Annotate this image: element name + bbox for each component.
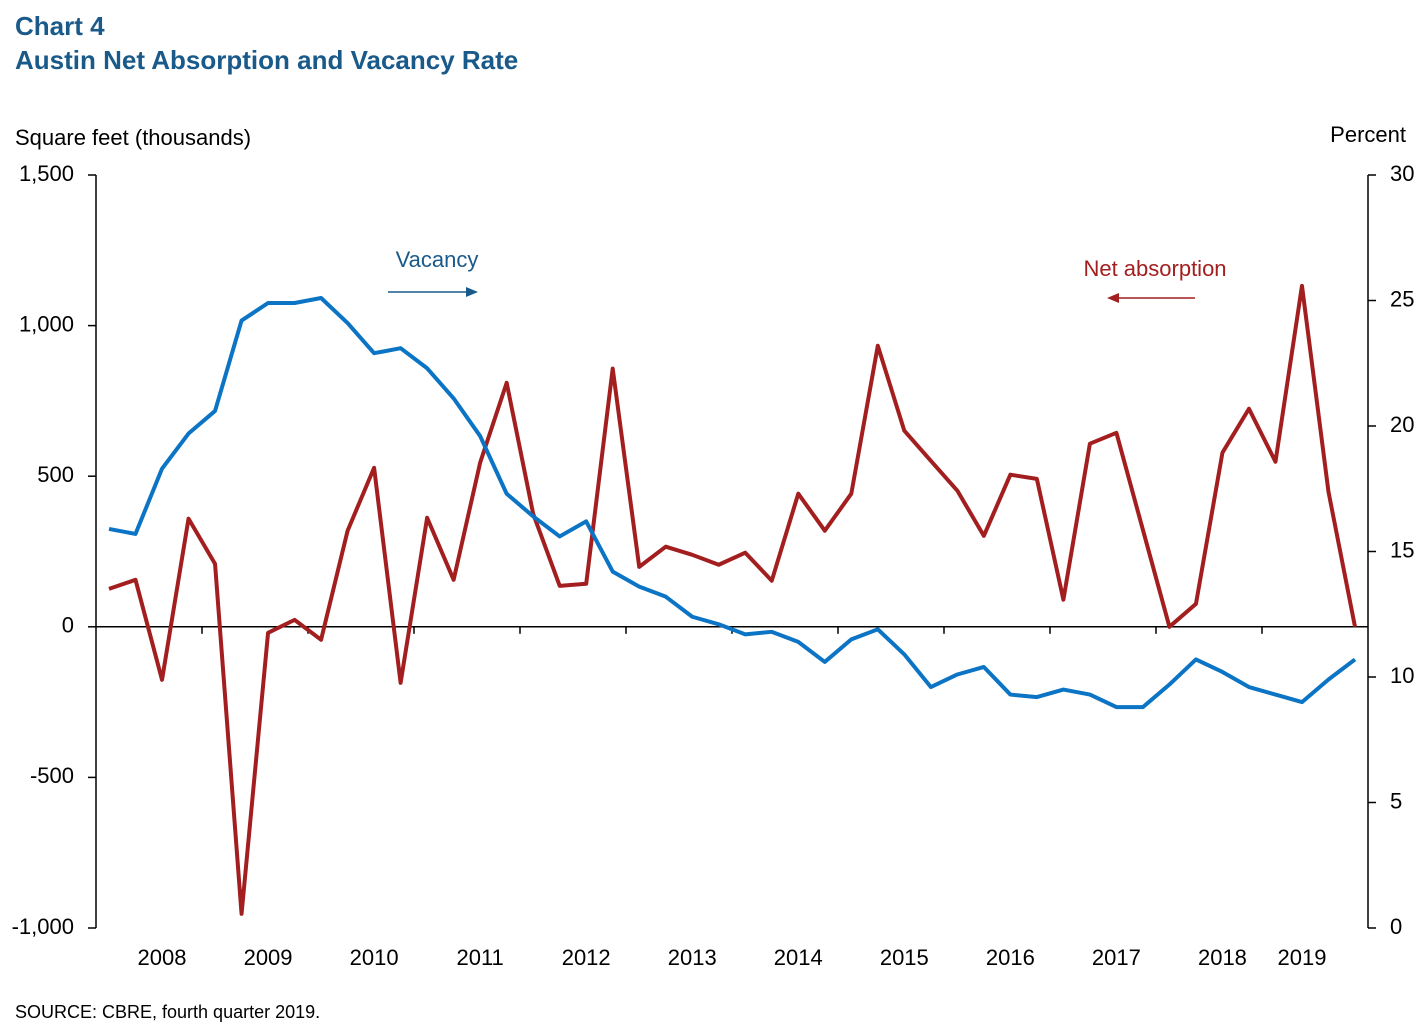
x-tick-label: 2015 — [880, 945, 929, 970]
y2-axis-label: Percent — [1330, 122, 1406, 147]
y-tick-label: -1,000 — [12, 914, 74, 939]
y-tick-label: -500 — [30, 763, 74, 788]
annotation-arrowhead — [1107, 293, 1119, 303]
x-tick-label: 2019 — [1278, 945, 1327, 970]
y-axis-label: Square feet (thousands) — [15, 125, 251, 150]
annotation: Vacancy — [396, 247, 479, 272]
source-note: SOURCE: CBRE, fourth quarter 2019. — [15, 1002, 320, 1022]
series-line — [108, 295, 1357, 710]
x-tick-label: 2008 — [138, 945, 187, 970]
y2-tick-label: 0 — [1390, 914, 1402, 939]
y-tick-label: 1,000 — [19, 311, 74, 336]
y-tick-label: 0 — [62, 613, 74, 638]
chart-title: Chart 4 — [15, 11, 105, 41]
y2-tick-label: 5 — [1390, 788, 1402, 813]
y2-tick-label: 15 — [1390, 537, 1414, 562]
x-tick-label: 2011 — [456, 945, 503, 970]
x-tick-label: 2016 — [986, 945, 1035, 970]
x-tick-label: 2014 — [774, 945, 823, 970]
y2-tick-label: 20 — [1390, 412, 1414, 437]
y2-tick-label: 10 — [1390, 663, 1414, 688]
x-tick-label: 2017 — [1092, 945, 1141, 970]
annotation-arrowhead — [466, 287, 478, 297]
series-line — [108, 283, 1357, 916]
x-tick-label: 2018 — [1198, 945, 1247, 970]
x-tick-label: 2010 — [350, 945, 399, 970]
x-tick-label: 2012 — [562, 945, 611, 970]
y-tick-label: 1,500 — [19, 161, 74, 186]
y-tick-label: 500 — [37, 462, 74, 487]
annotation: Net absorption — [1083, 256, 1226, 281]
y2-tick-label: 25 — [1390, 286, 1414, 311]
y2-tick-label: 30 — [1390, 161, 1414, 186]
chart-subtitle: Austin Net Absorption and Vacancy Rate — [15, 45, 518, 75]
x-tick-label: 2009 — [244, 945, 293, 970]
x-tick-label: 2013 — [668, 945, 717, 970]
